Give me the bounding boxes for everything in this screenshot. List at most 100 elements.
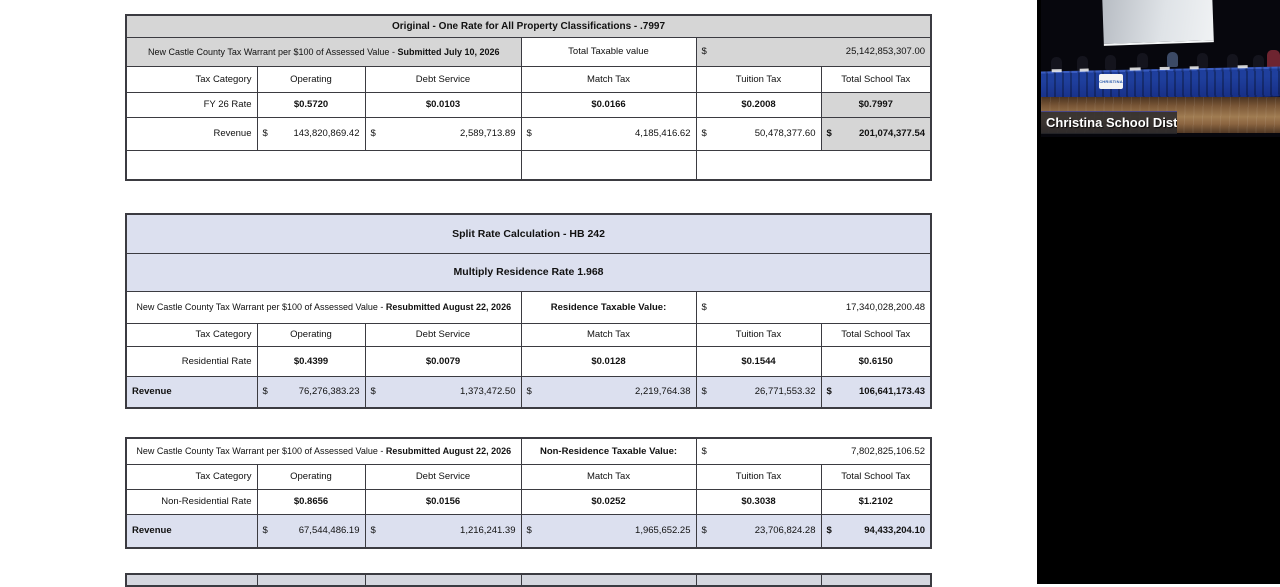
warrant-prefix: New Castle County Tax Warrant per $100 o…	[136, 302, 386, 312]
rate-match-tax: $0.0166	[520, 91, 697, 118]
col-header-match-tax: Match Tax	[520, 463, 697, 490]
partial-cell	[364, 573, 522, 587]
person-silhouette	[1167, 52, 1178, 67]
revenue-value: 143,820,869.42	[293, 128, 360, 139]
split-rate-band: Split Rate Calculation - HB 242	[125, 213, 932, 254]
currency-symbol: $	[701, 301, 707, 313]
table3-taxable-value-cell: $7,802,825,106.52	[695, 437, 932, 465]
table1-taxable-value-cell: $25,142,853,307.00	[695, 36, 932, 67]
taxable-value: 17,340,028,200.48	[845, 301, 926, 313]
table3-rate-row: Non-Residential Rate $0.8656 $0.0156 $0.…	[125, 488, 932, 515]
col-header-total-school-tax: Total School Tax	[820, 463, 932, 490]
table3-revenue-row: Revenue $67,544,486.19 $1,216,241.39 $1,…	[125, 513, 932, 549]
col-header-tax-category: Tax Category	[125, 65, 258, 93]
revenue-row-label: Revenue	[125, 375, 258, 409]
revenue-value: 2,589,713.89	[460, 128, 516, 139]
table-papers	[1129, 67, 1141, 71]
conference-side-panel: CHRISTINA Christina School Dist...	[1037, 0, 1280, 584]
multiply-rate-title: Multiply Residence Rate 1.968	[125, 252, 932, 292]
person-silhouette	[1227, 54, 1238, 69]
revenue-tuition-tax: $26,771,553.32	[695, 375, 822, 409]
currency-symbol: $	[701, 445, 707, 457]
table2-revenue-row: Revenue $76,276,383.23 $1,373,472.50 $2,…	[125, 375, 932, 409]
table-split-rate-residence: Split Rate Calculation - HB 242 Multiply…	[125, 213, 933, 409]
rate-tuition-tax: $0.2008	[695, 91, 822, 118]
revenue-tuition-tax: $23,706,824.28	[695, 513, 822, 549]
participant-video-tile[interactable]: CHRISTINA Christina School Dist...	[1041, 0, 1280, 137]
taxable-value: 25,142,853,307.00	[845, 46, 926, 57]
currency-symbol: $	[701, 128, 707, 139]
table1-taxable-label: Total Taxable value	[520, 36, 697, 67]
rate-total: $0.7997	[820, 91, 932, 118]
revenue-value: 4,185,416.62	[635, 128, 691, 139]
col-header-debt-service: Debt Service	[364, 322, 522, 347]
table-split-rate-non-residence: New Castle County Tax Warrant per $100 o…	[125, 437, 933, 549]
revenue-value: 26,771,553.32	[754, 386, 816, 398]
col-header-debt-service: Debt Service	[364, 463, 522, 490]
table1-revenue-row: Revenue $143,820,869.42 $2,589,713.89 $4…	[125, 116, 932, 151]
empty-cell	[125, 149, 522, 181]
revenue-operating: $143,820,869.42	[256, 116, 366, 151]
revenue-value: 2,219,764.38	[635, 386, 691, 398]
table3-warrant-cell: New Castle County Tax Warrant per $100 o…	[125, 437, 522, 465]
currency-symbol: $	[526, 128, 532, 139]
revenue-value: 23,706,824.28	[754, 525, 816, 537]
empty-cell	[520, 149, 697, 181]
revenue-value: 201,074,377.54	[859, 128, 926, 139]
table-papers	[1159, 66, 1170, 71]
table2-header-row: Tax Category Operating Debt Service Matc…	[125, 322, 932, 347]
revenue-value: 50,478,377.60	[754, 128, 816, 139]
currency-symbol: $	[826, 525, 832, 537]
currency-symbol: $	[262, 525, 268, 537]
currency-symbol: $	[826, 128, 832, 139]
col-header-tuition-tax: Tuition Tax	[695, 463, 822, 490]
table-partial-clipped	[125, 573, 932, 587]
currency-symbol: $	[370, 386, 376, 398]
rate-debt-service: $0.0079	[364, 345, 522, 377]
rate-operating: $0.5720	[256, 91, 366, 118]
currency-symbol: $	[826, 386, 832, 398]
person-silhouette	[1105, 55, 1116, 70]
table1-warrant-cell: New Castle County Tax Warrant per $100 o…	[125, 36, 522, 67]
warrant-date: Resubmitted August 22, 2026	[385, 446, 512, 457]
table2-taxable-value-cell: $17,340,028,200.48	[695, 290, 932, 324]
person-silhouette	[1051, 57, 1062, 72]
revenue-value: 1,965,652.25	[635, 525, 691, 537]
revenue-value: 106,641,173.43	[859, 386, 926, 398]
table1-rate-row: FY 26 Rate $0.5720 $0.0103 $0.0166 $0.20…	[125, 91, 932, 118]
table3-header-row: Tax Category Operating Debt Service Matc…	[125, 463, 932, 490]
revenue-debt-service: $1,373,472.50	[364, 375, 522, 409]
partial-header-row	[125, 573, 932, 587]
currency-symbol: $	[370, 525, 376, 537]
rate-operating: $0.8656	[256, 488, 366, 515]
taxable-value: 7,802,825,106.52	[851, 445, 926, 457]
table3-warrant-row: New Castle County Tax Warrant per $100 o…	[125, 437, 932, 465]
table1-empty-row	[125, 149, 932, 181]
partial-cell	[695, 573, 822, 587]
participant-name: Christina School Dist...	[1046, 115, 1177, 130]
revenue-tuition-tax: $50,478,377.60	[695, 116, 822, 151]
currency-symbol: $	[701, 386, 707, 398]
currency-symbol: $	[526, 525, 532, 537]
table-papers	[1189, 66, 1199, 70]
multiply-band: Multiply Residence Rate 1.968	[125, 252, 932, 292]
rate-debt-service: $0.0103	[364, 91, 522, 118]
warrant-prefix: New Castle County Tax Warrant per $100 o…	[147, 46, 398, 57]
table2-taxable-label: Residence Taxable Value:	[520, 290, 697, 324]
table2-warrant-row: New Castle County Tax Warrant per $100 o…	[125, 290, 932, 324]
revenue-value: 76,276,383.23	[298, 386, 360, 398]
revenue-total: $201,074,377.54	[820, 116, 932, 151]
person-silhouette	[1077, 56, 1088, 71]
currency-symbol: $	[370, 128, 376, 139]
col-header-total-school-tax: Total School Tax	[820, 65, 932, 93]
shared-screen-spreadsheet: Original - One Rate for All Property Cla…	[125, 14, 933, 587]
currency-symbol: $	[701, 525, 707, 537]
rate-debt-service: $0.0156	[364, 488, 522, 515]
revenue-match-tax: $2,219,764.38	[520, 375, 697, 409]
currency-symbol: $	[701, 46, 707, 57]
table3-taxable-label: Non-Residence Taxable Value:	[520, 437, 697, 465]
rate-row-label: FY 26 Rate	[125, 91, 258, 118]
revenue-operating: $76,276,383.23	[256, 375, 366, 409]
participant-name-label: Christina School Dist...	[1041, 111, 1177, 134]
revenue-debt-service: $2,589,713.89	[364, 116, 522, 151]
